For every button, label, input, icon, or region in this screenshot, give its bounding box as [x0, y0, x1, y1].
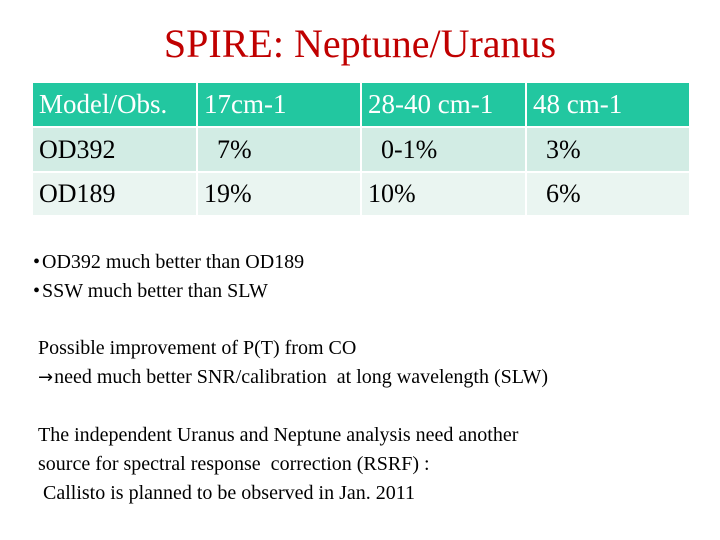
independent-paragraph: The independent Uranus and Neptune analy… [38, 421, 518, 508]
table-cell: 3% [526, 126, 689, 172]
table-cell: 0-1% [361, 126, 527, 172]
bullet-text: SSW much better than SLW [42, 280, 268, 302]
results-table: Model/Obs. 17cm-1 28-40 cm-1 48 cm-1 OD3… [33, 83, 689, 215]
table-cell: OD189 [33, 171, 198, 215]
header-cell-28-40cm: 28-40 cm-1 [361, 83, 527, 127]
right-arrow-icon: → [38, 367, 54, 388]
bullet-dot-icon: • [33, 280, 41, 302]
bullet-item: • OD392 much better than OD189 [33, 248, 304, 277]
improvement-line-2: need much better SNR/calibration at long… [54, 366, 549, 388]
bullet-text: OD392 much better than OD189 [42, 251, 305, 273]
table-cell: 6% [526, 171, 689, 215]
bullet-dot-icon: • [33, 251, 41, 273]
header-cell-model-obs: Model/Obs. [33, 83, 198, 127]
table-cell: OD392 [33, 126, 198, 172]
table-header-row: Model/Obs. 17cm-1 28-40 cm-1 48 cm-1 [33, 83, 689, 127]
table-row: OD392 7% 0-1% 3% [33, 126, 689, 172]
improvement-line-1: Possible improvement of P(T) from CO [38, 337, 357, 359]
table-cell: 7% [197, 126, 362, 172]
bullet-item: • SSW much better than SLW [33, 277, 304, 306]
header-cell-17cm: 17cm-1 [197, 83, 362, 127]
independent-line-1: The independent Uranus and Neptune analy… [38, 424, 519, 446]
independent-line-3: Callisto is planned to be observed in Ja… [38, 482, 415, 504]
bullet-list: • OD392 much better than OD189 • SSW much … [33, 248, 304, 306]
header-cell-48cm: 48 cm-1 [526, 83, 689, 127]
table-cell: 19% [197, 171, 362, 215]
table-row: OD189 19% 10% 6% [33, 171, 689, 215]
improvement-paragraph: Possible improvement of P(T) from CO →ne… [38, 334, 548, 392]
slide-title: SPIRE: Neptune/Uranus [163, 21, 557, 66]
independent-line-2: source for spectral response correction … [38, 453, 430, 475]
table-cell: 10% [361, 171, 527, 215]
